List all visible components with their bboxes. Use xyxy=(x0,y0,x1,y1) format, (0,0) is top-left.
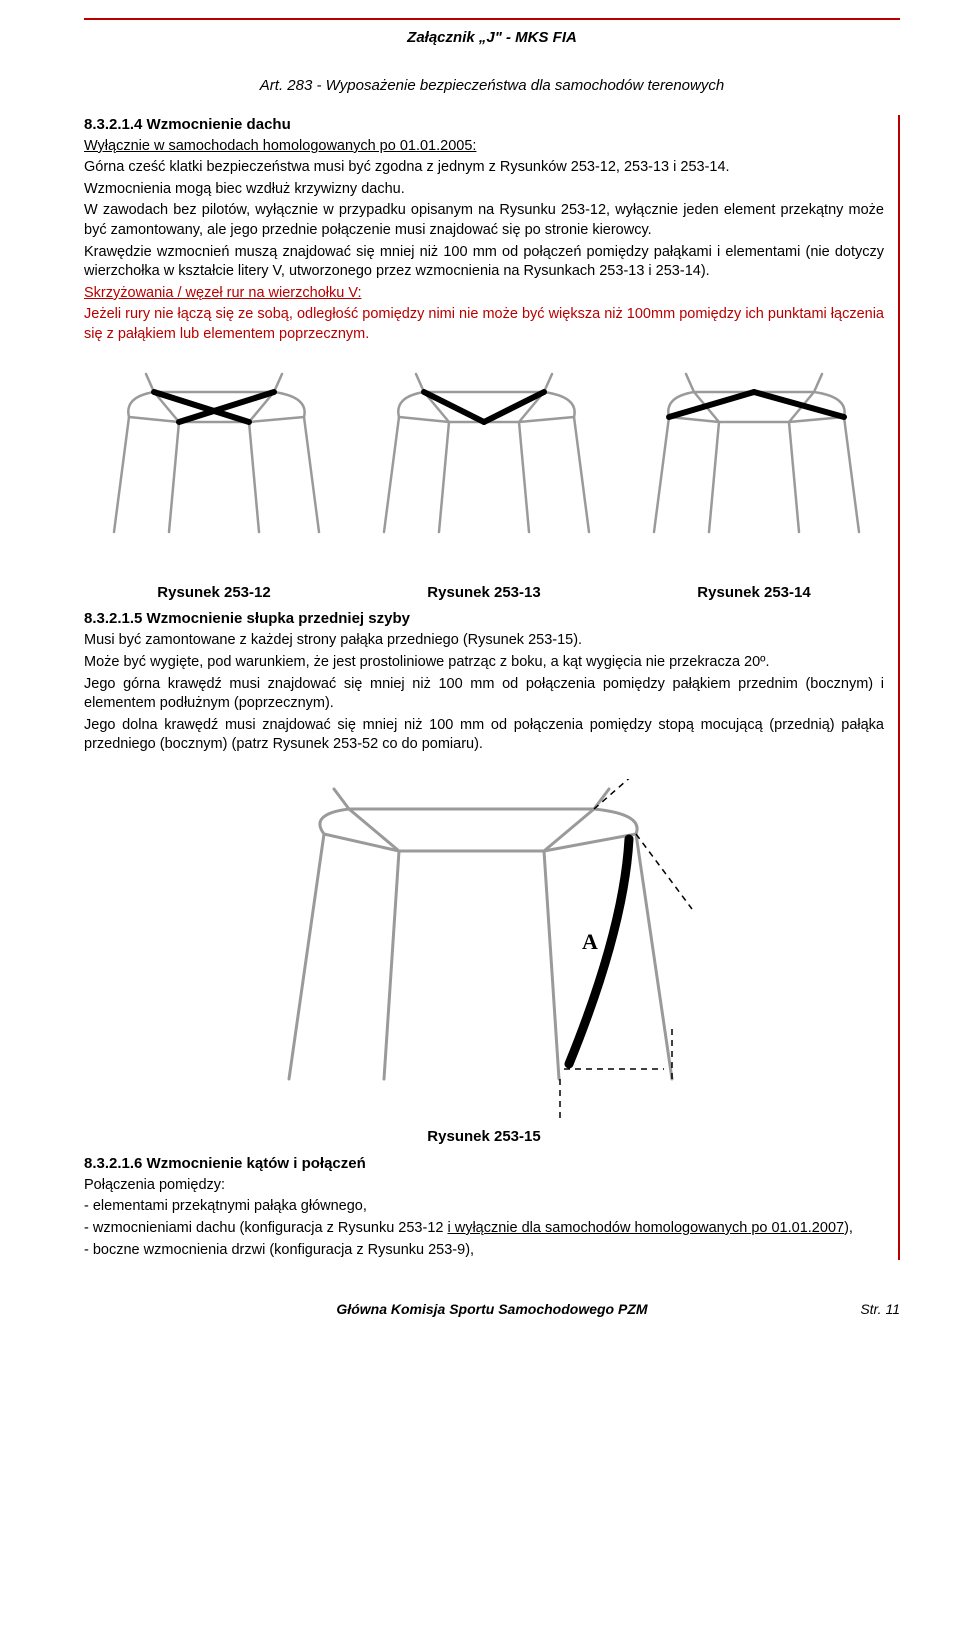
text-line: Jego dolna krawędź musi znajdować się mn… xyxy=(84,716,884,755)
figure-253-13 xyxy=(354,352,614,579)
roll-cage-diagram-14 xyxy=(624,352,884,572)
page-number: Str. 11 xyxy=(830,1300,900,1319)
text-line: Musi być zamontowane z każdej strony pał… xyxy=(84,631,884,651)
bullet-text-c: ), xyxy=(844,1220,853,1236)
top-rule xyxy=(84,18,900,20)
figure-253-14 xyxy=(624,352,884,579)
figure-253-15: A Rysunek 253-15 xyxy=(84,779,884,1148)
roll-cage-diagram-15: A xyxy=(224,779,744,1119)
figure-253-12 xyxy=(84,352,344,579)
bullet-text-underlined: i wyłącznie dla samochodów homologowanyc… xyxy=(447,1220,844,1236)
text-line: W zawodach bez pilotów, wyłącznie w przy… xyxy=(84,201,884,240)
text-line: Może być wygięte, pod warunkiem, że jest… xyxy=(84,653,884,673)
footer-center: Główna Komisja Sportu Samochodowego PZM xyxy=(154,1300,830,1319)
bullet-text-a: - wzmocnieniami dachu (konfiguracja z Ry… xyxy=(84,1220,447,1236)
text-line: Wzmocnienia mogą biec wzdłuż krzywizny d… xyxy=(84,180,884,200)
red-paragraph: Jeżeli rury nie łączą się ze sobą, odleg… xyxy=(84,305,884,344)
text-line: Jego górna krawędź musi znajdować się mn… xyxy=(84,675,884,714)
label-a: A xyxy=(582,929,598,954)
figure-label-13: Rysunek 253-13 xyxy=(354,583,614,603)
text-line: Krawędzie wzmocnień muszą znajdować się … xyxy=(84,243,884,282)
figure-label-15: Rysunek 253-15 xyxy=(84,1127,884,1147)
page-footer: Główna Komisja Sportu Samochodowego PZM … xyxy=(84,1300,900,1319)
red-subheading: Skrzyżowania / węzeł rur na wierzchołku … xyxy=(84,284,884,304)
main-content: 8.3.2.1.4 Wzmocnienie dachu Wyłącznie w … xyxy=(84,115,900,1261)
figures-row-top xyxy=(84,352,884,579)
bullet-line: - elementami przekątnymi pałąka głównego… xyxy=(84,1197,884,1217)
heading-8-3-2-1-5: 8.3.2.1.5 Wzmocnienie słupka przedniej s… xyxy=(84,609,884,629)
doc-subtitle: Art. 283 - Wyposażenie bezpieczeństwa dl… xyxy=(84,76,900,96)
heading-8-3-2-1-4: 8.3.2.1.4 Wzmocnienie dachu xyxy=(84,115,884,135)
figure-labels-row: Rysunek 253-12 Rysunek 253-13 Rysunek 25… xyxy=(84,581,884,603)
heading-8-3-2-1-6: 8.3.2.1.6 Wzmocnienie kątów i połączeń xyxy=(84,1154,884,1174)
doc-title: Załącznik „J" - MKS FIA xyxy=(84,28,900,48)
bullet-line: - wzmocnieniami dachu (konfiguracja z Ry… xyxy=(84,1219,884,1239)
figure-label-14: Rysunek 253-14 xyxy=(624,583,884,603)
text-line: Połączenia pomiędzy: xyxy=(84,1176,884,1196)
roll-cage-diagram-13 xyxy=(354,352,614,572)
figure-label-12: Rysunek 253-12 xyxy=(84,583,344,603)
bullet-line: - boczne wzmocnienia drzwi (konfiguracja… xyxy=(84,1241,884,1261)
text-line: Wyłącznie w samochodach homologowanych p… xyxy=(84,137,884,157)
text-line: Górna cześć klatki bezpieczeństwa musi b… xyxy=(84,158,884,178)
roll-cage-diagram-12 xyxy=(84,352,344,572)
